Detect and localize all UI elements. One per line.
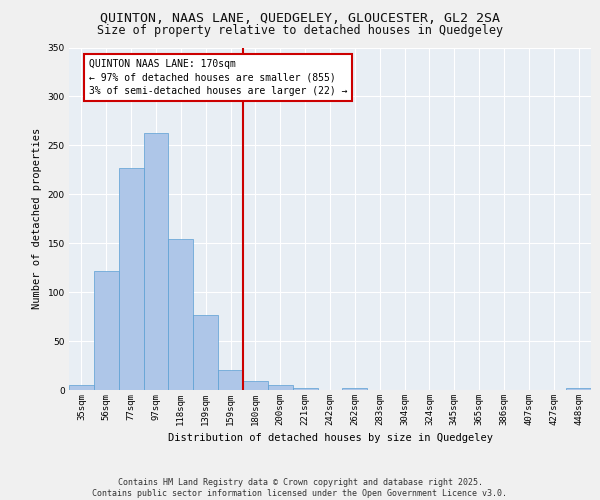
Bar — [218, 370, 243, 390]
Bar — [143, 132, 169, 390]
Bar — [243, 381, 268, 390]
Text: QUINTON, NAAS LANE, QUEDGELEY, GLOUCESTER, GL2 2SA: QUINTON, NAAS LANE, QUEDGELEY, GLOUCESTE… — [100, 12, 500, 26]
Bar — [94, 270, 119, 390]
Bar — [193, 314, 218, 390]
Bar — [169, 240, 193, 390]
Text: Size of property relative to detached houses in Quedgeley: Size of property relative to detached ho… — [97, 24, 503, 37]
Y-axis label: Number of detached properties: Number of detached properties — [32, 128, 42, 310]
Text: Contains HM Land Registry data © Crown copyright and database right 2025.
Contai: Contains HM Land Registry data © Crown c… — [92, 478, 508, 498]
X-axis label: Distribution of detached houses by size in Quedgeley: Distribution of detached houses by size … — [167, 434, 493, 444]
Bar — [119, 168, 143, 390]
Bar — [268, 385, 293, 390]
Bar — [293, 388, 317, 390]
Text: QUINTON NAAS LANE: 170sqm
← 97% of detached houses are smaller (855)
3% of semi-: QUINTON NAAS LANE: 170sqm ← 97% of detac… — [89, 59, 347, 96]
Bar — [566, 388, 591, 390]
Bar — [69, 385, 94, 390]
Bar — [343, 388, 367, 390]
